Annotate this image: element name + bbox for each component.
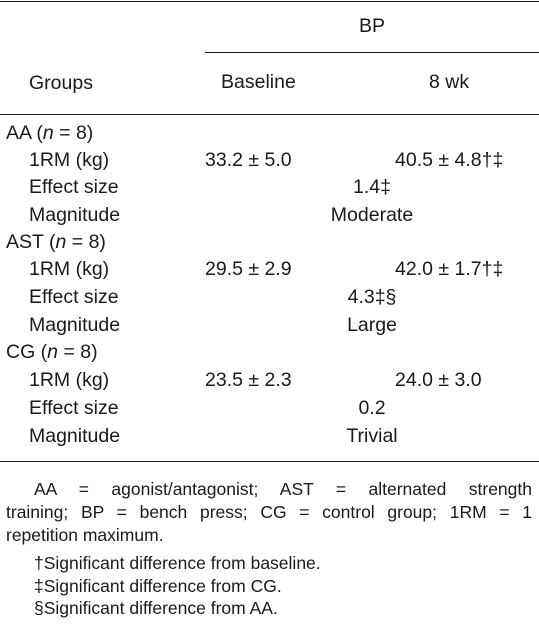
baseline-column-header: Baseline [221, 71, 296, 93]
row-label-1rm: 1RM (kg) [29, 369, 110, 391]
table-footnotes: AA = agonist/antagonist; AST = alternate… [0, 478, 539, 618]
abbreviations-line-2: training; BP = bench press; CG = control… [6, 502, 532, 522]
bp-column-group-header: BP [358, 15, 386, 37]
cell-magnitude: Large [347, 314, 397, 336]
groups-column-header: Groups [29, 72, 93, 94]
cell-magnitude: Moderate [330, 204, 414, 226]
cell-week8: 24.0 ± 3.0 [395, 369, 482, 391]
cell-baseline: 33.2 ± 5.0 [205, 149, 292, 171]
header-rule [0, 114, 539, 115]
row-label-effect-size: Effect size [29, 397, 119, 419]
row-label-magnitude: Magnitude [29, 204, 121, 226]
group-label-ast: AST (n = 8) [6, 231, 106, 253]
row-label-1rm: 1RM (kg) [29, 258, 110, 280]
cell-baseline: 23.5 ± 2.3 [205, 369, 292, 391]
footnote-double-dagger: ‡Significant difference from CG. [34, 576, 282, 596]
row-label-magnitude: Magnitude [29, 425, 121, 447]
footnote-section: §Significant difference from AA. [34, 598, 278, 618]
row-label-1rm: 1RM (kg) [29, 149, 110, 171]
cell-week8: 40.5 ± 4.8†‡ [395, 149, 504, 171]
group-label-cg: CG (n = 8) [6, 341, 98, 363]
cell-week8: 42.0 ± 1.7†‡ [395, 258, 504, 280]
week8-column-header: 8 wk [429, 71, 470, 93]
cell-effect-size: 4.3‡§ [347, 286, 397, 308]
cell-magnitude: Trivial [346, 425, 398, 447]
row-label-magnitude: Magnitude [29, 314, 121, 336]
row-label-effect-size: Effect size [29, 286, 119, 308]
top-rule [0, 1, 539, 2]
abbreviations-line-3: repetition maximum. [6, 525, 164, 545]
cell-effect-size: 0.2 [358, 397, 386, 419]
row-label-effect-size: Effect size [29, 176, 119, 198]
footnote-dagger: †Significant difference from baseline. [34, 553, 321, 573]
bottom-rule [0, 461, 539, 462]
group-label-aa: AA (n = 8) [6, 122, 94, 144]
cell-baseline: 29.5 ± 2.9 [205, 258, 292, 280]
abbreviations-line-1: AA = agonist/antagonist; AST = alternate… [34, 479, 532, 499]
cell-effect-size: 1.4‡ [353, 176, 391, 198]
bp-span-rule [205, 52, 539, 53]
